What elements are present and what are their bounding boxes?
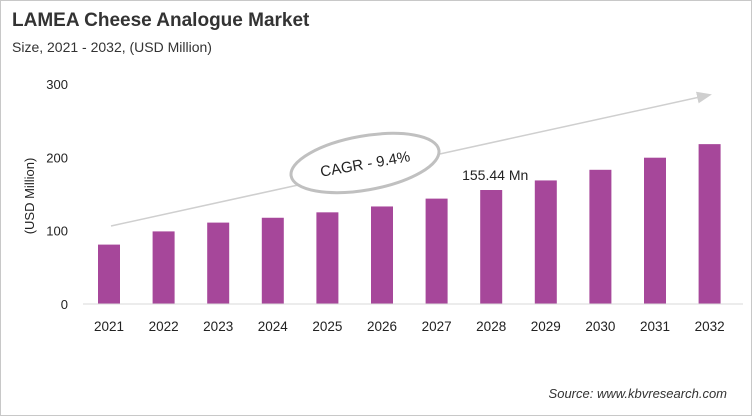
y-axis-label: (USD Million)	[22, 158, 37, 235]
cagr-callout: CAGR - 9.4%	[289, 131, 441, 195]
x-tick-label: 2032	[695, 319, 725, 334]
x-tick-label: 2029	[531, 319, 561, 334]
y-tick-label: 0	[61, 297, 68, 312]
bar-2028	[480, 190, 503, 304]
y-tick-label: 200	[46, 150, 68, 165]
y-tick-label: 300	[46, 77, 68, 92]
x-tick-label: 2026	[367, 319, 397, 334]
bar-2025	[316, 212, 339, 304]
chart-title: LAMEA Cheese Analogue Market	[12, 10, 310, 31]
bar-2023	[207, 222, 230, 304]
x-tick-label: 2025	[312, 319, 342, 334]
x-tick-label: 2030	[585, 319, 615, 334]
chart-subtitle: Size, 2021 - 2032, (USD Million)	[12, 39, 212, 55]
x-tick-label: 2022	[149, 319, 179, 334]
cagr-ellipse	[289, 131, 441, 195]
source-note: Source: www.kbvresearch.com	[548, 386, 727, 401]
bar-2026	[371, 206, 393, 304]
x-tick-label: 2023	[203, 319, 233, 334]
x-tick-label: 2021	[94, 319, 124, 334]
x-tick-label: 2031	[640, 319, 670, 334]
bar-2024	[261, 217, 284, 304]
bar-2022	[152, 231, 175, 304]
bar-2032	[698, 144, 721, 304]
bar-2021	[98, 244, 120, 304]
bar-2029	[534, 180, 557, 304]
x-tick-label: 2024	[258, 319, 289, 334]
y-tick-label: 100	[46, 224, 68, 239]
bar-2031	[644, 157, 666, 304]
bar-2027	[425, 198, 448, 304]
x-tick-label: 2028	[476, 319, 506, 334]
x-tick-label: 2027	[422, 319, 452, 334]
bar-2030	[589, 169, 612, 304]
data-label: 155.44 Mn	[462, 167, 528, 183]
